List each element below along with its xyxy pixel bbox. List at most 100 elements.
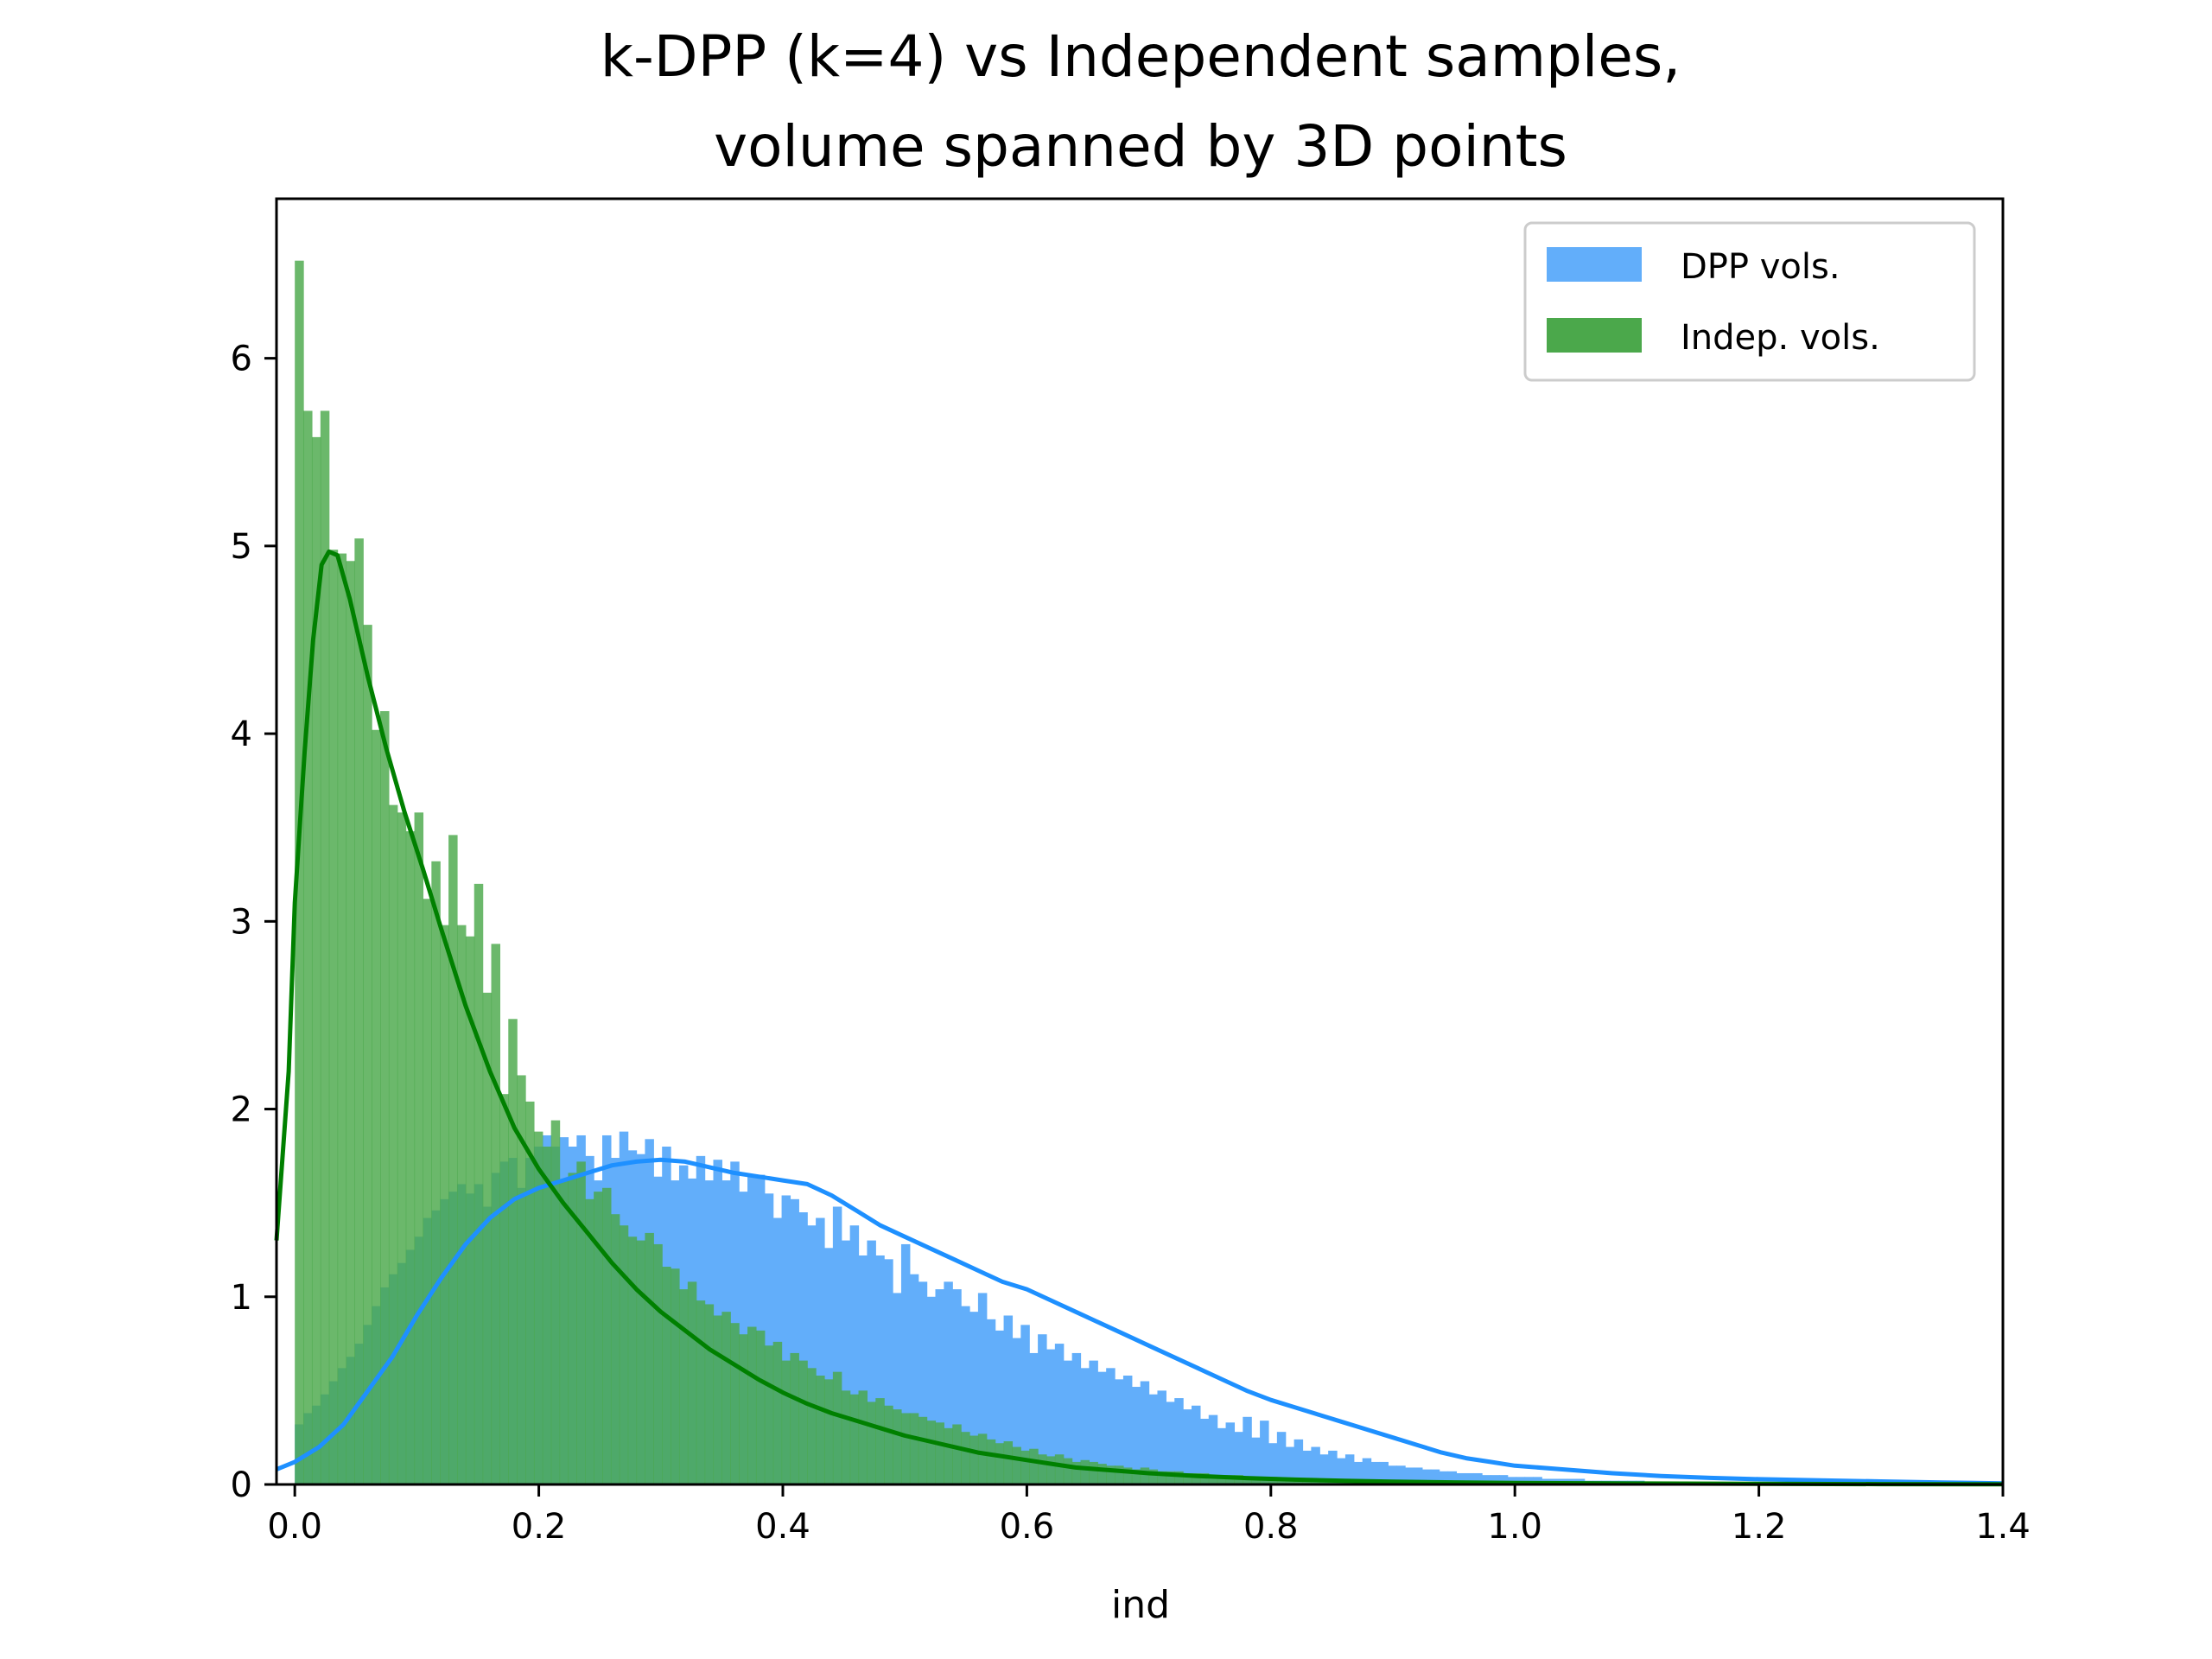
x-tick-label: 0.6	[1000, 1507, 1055, 1547]
histogram-bar	[1456, 1472, 1465, 1484]
histogram-bar	[1276, 1478, 1287, 1484]
histogram-bar	[1063, 1360, 1073, 1484]
histogram-bar	[986, 1319, 996, 1484]
histogram-bar	[550, 1120, 561, 1484]
legend: DPP vols. Indep. vols.	[1523, 221, 1976, 382]
histogram-bar	[977, 1433, 988, 1484]
histogram-bar	[969, 1435, 979, 1484]
histogram-bar	[918, 1281, 928, 1484]
y-tick-label: 1	[231, 1278, 252, 1318]
histogram-bar	[832, 1206, 842, 1484]
histogram-bar	[372, 729, 381, 1484]
histogram-bar	[730, 1323, 740, 1484]
histogram-bar	[1516, 1477, 1526, 1484]
chart-title-line-2: volume spanned by 3D points	[714, 113, 1567, 180]
histogram-bar	[1379, 1461, 1389, 1484]
histogram-bar	[1140, 1381, 1150, 1484]
histogram-bar	[781, 1360, 791, 1484]
histogram-bar	[405, 831, 416, 1484]
histogram-bar	[499, 1094, 509, 1484]
histogram-bar	[1003, 1315, 1014, 1484]
histogram-bar	[610, 1214, 620, 1484]
y-axis: 0 1 2 3 4 5 6	[231, 340, 276, 1505]
histogram-bar	[533, 1131, 543, 1484]
histogram-bar	[1183, 1409, 1192, 1484]
histogram-bar	[900, 1413, 911, 1484]
histogram-bar	[755, 1330, 766, 1484]
histogram-bar	[807, 1368, 817, 1484]
histogram-bar	[1131, 1387, 1141, 1484]
histogram-bar	[1166, 1471, 1175, 1484]
histogram-bar	[961, 1432, 970, 1484]
histogram-bar	[1089, 1461, 1098, 1484]
histogram-bar	[781, 1195, 791, 1484]
histogram-bar	[935, 1422, 944, 1484]
histogram-bar	[909, 1274, 919, 1484]
histogram-bar	[636, 1240, 646, 1484]
plot-bars	[295, 260, 1986, 1485]
kde-line-indep	[274, 549, 2004, 1487]
histogram-bar	[1285, 1478, 1295, 1484]
histogram-bar	[619, 1225, 629, 1484]
histogram-bar	[1038, 1334, 1047, 1484]
histogram-bar	[986, 1439, 996, 1484]
histogram-bar	[525, 1101, 535, 1484]
histogram-bar	[1507, 1477, 1517, 1484]
histogram-bar	[295, 260, 304, 1484]
histogram-bar	[944, 1427, 953, 1484]
histogram-bar	[823, 1379, 834, 1484]
histogram-bar	[1217, 1475, 1227, 1484]
histogram-bar	[542, 1146, 552, 1484]
histogram-bar	[977, 1293, 988, 1484]
histogram-bar	[1038, 1454, 1047, 1484]
histogram-bar	[1208, 1414, 1218, 1484]
histogram-bar	[1260, 1421, 1269, 1484]
histogram-bar	[747, 1326, 757, 1484]
histogram-bar	[1524, 1477, 1534, 1484]
histogram-bar	[1465, 1472, 1474, 1484]
histogram-bar	[1276, 1432, 1287, 1484]
histogram-bar	[414, 812, 424, 1484]
histogram-bar	[1490, 1475, 1500, 1484]
histogram-bar	[423, 899, 432, 1484]
histogram-bar	[363, 625, 372, 1484]
histogram-bar	[1234, 1432, 1243, 1484]
histogram-bar	[1131, 1469, 1141, 1484]
plot-kde-curves	[274, 549, 2004, 1487]
histogram-bar	[900, 1243, 911, 1484]
histogram-bar	[935, 1289, 944, 1484]
histogram-bar	[1063, 1458, 1073, 1484]
x-axis: 0.0 0.2 0.4 0.6 0.8 1.0 1.2 1.4	[267, 1484, 2031, 1547]
histogram-bar	[1097, 1371, 1107, 1484]
histogram-bar	[1439, 1471, 1449, 1484]
histogram-bar	[456, 925, 467, 1484]
histogram-bar	[944, 1281, 953, 1484]
histogram-bar	[585, 1198, 594, 1484]
histogram-bar	[841, 1390, 851, 1484]
histogram-bar	[1413, 1467, 1423, 1484]
chart-title-line-1: k-DPP (k=4) vs Independent samples,	[601, 23, 1681, 90]
histogram-bar	[858, 1390, 868, 1484]
histogram-bar	[1243, 1416, 1252, 1484]
histogram-bar	[346, 561, 355, 1484]
histogram-bar	[1080, 1368, 1090, 1484]
histogram-bar	[995, 1443, 1005, 1484]
histogram-bar	[1097, 1464, 1107, 1484]
histogram-bar	[1353, 1461, 1363, 1484]
histogram-bar	[875, 1255, 885, 1484]
axes-frame	[275, 197, 2005, 1486]
histogram-bar	[884, 1405, 893, 1484]
histogram-bar	[559, 1180, 569, 1484]
histogram-bar	[354, 538, 364, 1484]
histogram-bar	[1046, 1456, 1056, 1484]
histogram-bar	[696, 1300, 706, 1484]
histogram-bar	[687, 1281, 697, 1484]
histogram-bar	[303, 410, 313, 1484]
y-tick-label: 2	[231, 1090, 252, 1130]
histogram-indep	[295, 260, 1885, 1485]
histogram-bar	[1217, 1427, 1227, 1484]
histogram-bar	[995, 1330, 1005, 1484]
histogram-bar	[1012, 1338, 1021, 1484]
histogram-bar	[816, 1376, 825, 1484]
